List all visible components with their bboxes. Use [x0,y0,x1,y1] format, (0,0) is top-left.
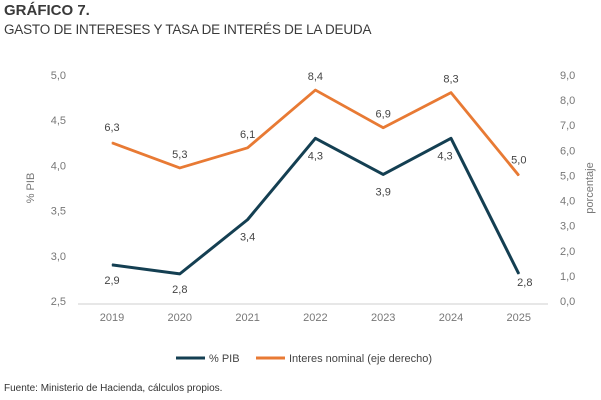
data-label-interes: 6,9 [376,109,391,121]
y-right-tick-label: 4,0 [560,196,575,208]
point-pib [314,137,316,139]
y-right-tick-label: 8,0 [560,95,575,107]
data-label-pib: 2,8 [172,284,187,296]
point-interes [382,127,384,129]
point-interes [314,89,316,91]
point-interes [518,174,520,176]
y-right-tick-label: 9,0 [560,70,575,82]
y-right-tick-label: 0,0 [560,296,575,308]
data-label-interes: 5,0 [511,154,526,166]
point-pib [111,264,113,266]
y-left-tick-label: 3,0 [51,251,66,263]
x-tick-label: 2020 [168,312,192,324]
x-tick-label: 2022 [303,312,327,324]
x-tick-label: 2024 [439,312,463,324]
data-label-pib: 3,9 [376,186,391,198]
data-label-pib: 3,4 [240,232,255,244]
chart-title: GASTO DE INTERESES Y TASA DE INTERÉS DE … [4,22,372,37]
y-left-tick-label: 4,5 [51,115,66,127]
point-interes [450,92,452,94]
source-note: Fuente: Ministerio de Hacienda, cálculos… [4,383,223,394]
y-left-axis-title: % PIB [25,173,37,204]
y-right-tick-label: 7,0 [560,120,575,132]
y-left-tick-label: 4,0 [51,160,66,172]
data-label-interes: 8,3 [443,74,458,86]
y-left-tick-label: 3,5 [51,206,66,218]
data-label-pib: 2,8 [517,277,532,289]
point-pib [247,219,249,221]
data-label-pib: 4,3 [437,150,452,162]
legend-label-pib: % PIB [209,353,240,365]
y-right-tick-label: 6,0 [560,145,575,157]
line-chart: 2,5 3,0 3,5 4,0 4,5 5,0 0,0 1,0 2,0 3,0 4,0 5,0 6,0 7… [25,70,596,365]
legend-label-interes: Interes nominal (eje derecho) [289,353,432,365]
data-label-interes: 6,1 [240,129,255,141]
series-line-interes [111,88,520,177]
point-pib [179,273,181,275]
y-right-axis-title: porcentaje [584,162,596,213]
y-left-tick-label: 5,0 [51,70,66,82]
point-interes [111,142,113,144]
x-tick-label: 2019 [100,312,124,324]
point-pib [450,137,452,139]
x-tick-label: 2025 [507,312,531,324]
x-tick-label: 2023 [371,312,395,324]
data-label-interes: 6,3 [104,122,119,134]
x-tick-label: 2021 [235,312,259,324]
data-label-interes: 5,3 [172,149,187,161]
y-right-tick-label: 2,0 [560,246,575,258]
y-right-tick-label: 5,0 [560,170,575,182]
y-left-tick-label: 2,5 [51,296,66,308]
point-pib [382,173,384,175]
y-right-tick-label: 3,0 [560,221,575,233]
point-interes [179,167,181,169]
data-label-pib: 2,9 [104,275,119,287]
data-label-pib: 4,3 [308,150,323,162]
chart-number: GRÁFICO 7. [4,2,90,19]
point-pib [518,273,520,275]
data-label-interes: 8,4 [308,71,323,83]
y-right-tick-label: 1,0 [560,271,575,283]
point-interes [247,147,249,149]
